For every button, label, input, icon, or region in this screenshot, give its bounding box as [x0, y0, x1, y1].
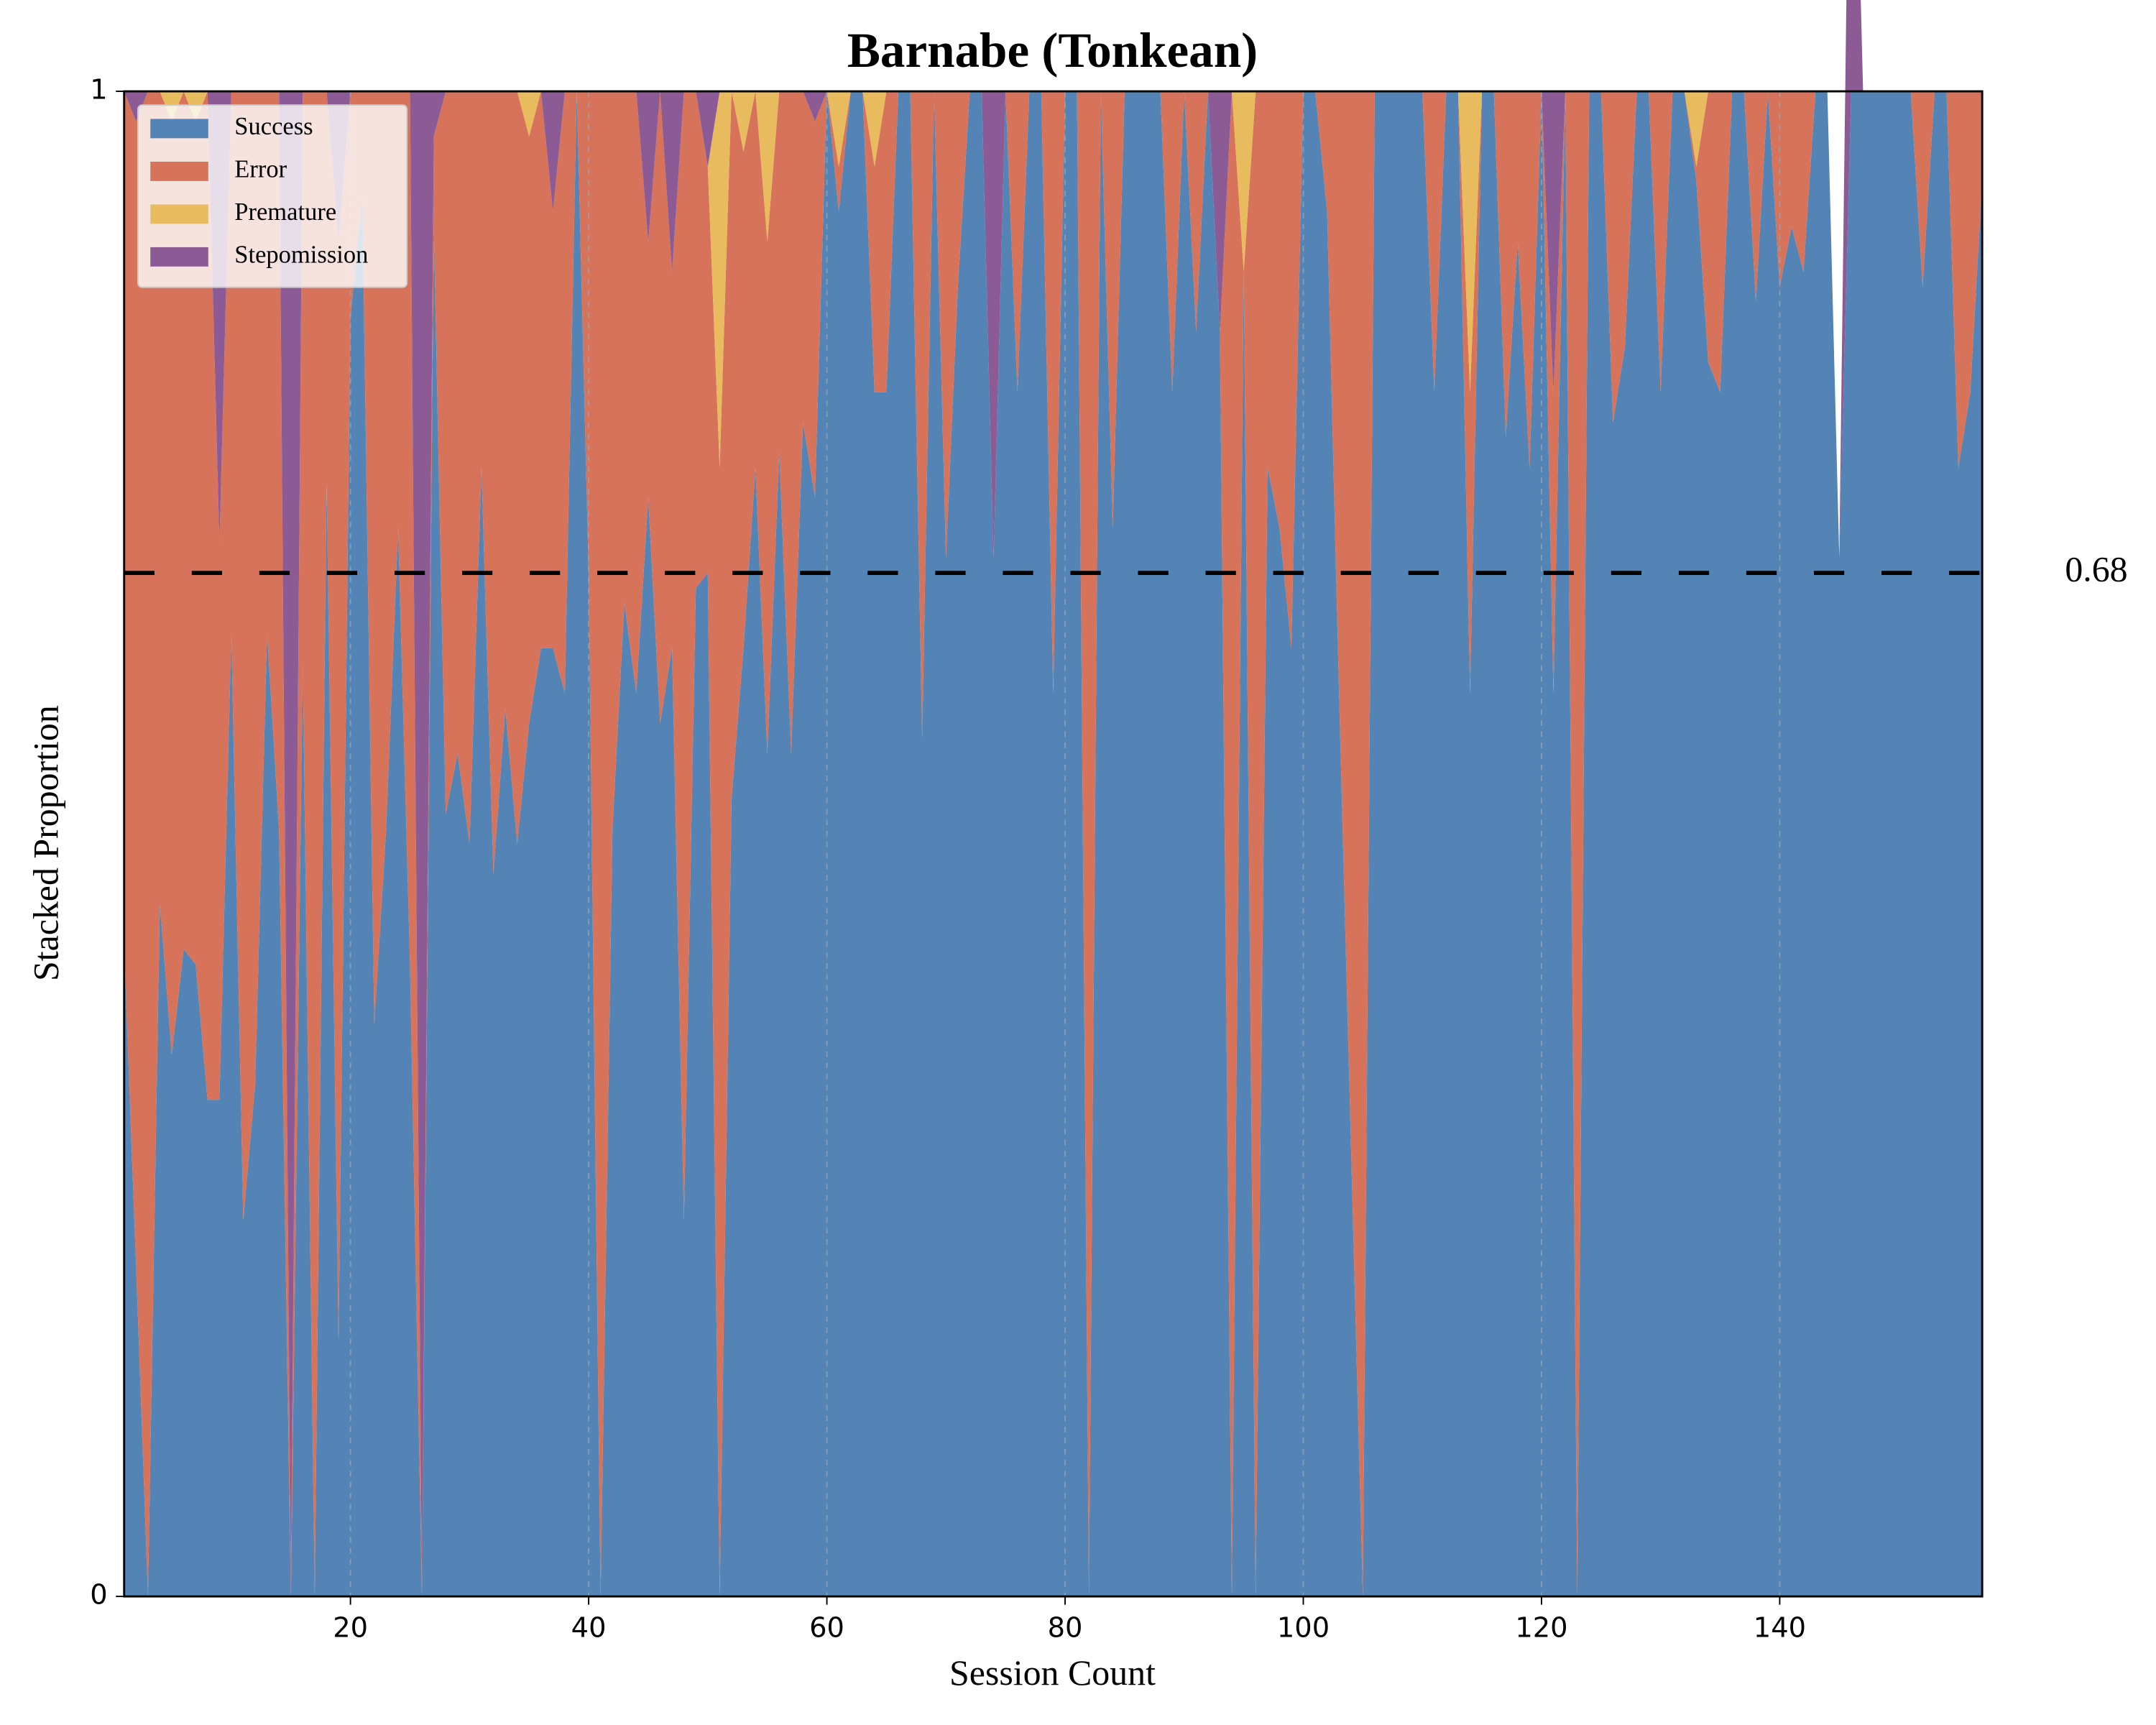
reference-label: 0.68 [2065, 550, 2127, 589]
legend-swatch [150, 247, 208, 267]
x-tick-label: 120 [1515, 1612, 1567, 1644]
legend-swatch [150, 161, 208, 181]
legend-swatch [150, 119, 208, 139]
x-tick-label: 40 [571, 1612, 607, 1644]
x-tick-label: 20 [333, 1612, 368, 1644]
chart-title: Barnabe (Tonkean) [847, 22, 1258, 78]
plot-frame [123, 90, 1984, 1598]
legend-label: Success [234, 113, 313, 140]
y-axis-label: Stacked Proportion [27, 705, 66, 981]
legend-label: Premature [234, 198, 336, 226]
legend-swatch [150, 204, 208, 224]
y-tick-label: 1 [90, 74, 107, 106]
legend-box [137, 104, 408, 288]
y-tick-label: 0 [90, 1579, 107, 1611]
x-tick-label: 140 [1754, 1612, 1806, 1644]
legend-label: Error [234, 155, 287, 183]
x-tick-label: 60 [809, 1612, 844, 1644]
x-tick-label: 100 [1277, 1612, 1330, 1644]
x-axis-label: Session Count [949, 1653, 1156, 1693]
legend-label: Stepomission [234, 241, 368, 268]
plot-area [124, 0, 1983, 1597]
x-tick-label: 80 [1048, 1612, 1083, 1644]
